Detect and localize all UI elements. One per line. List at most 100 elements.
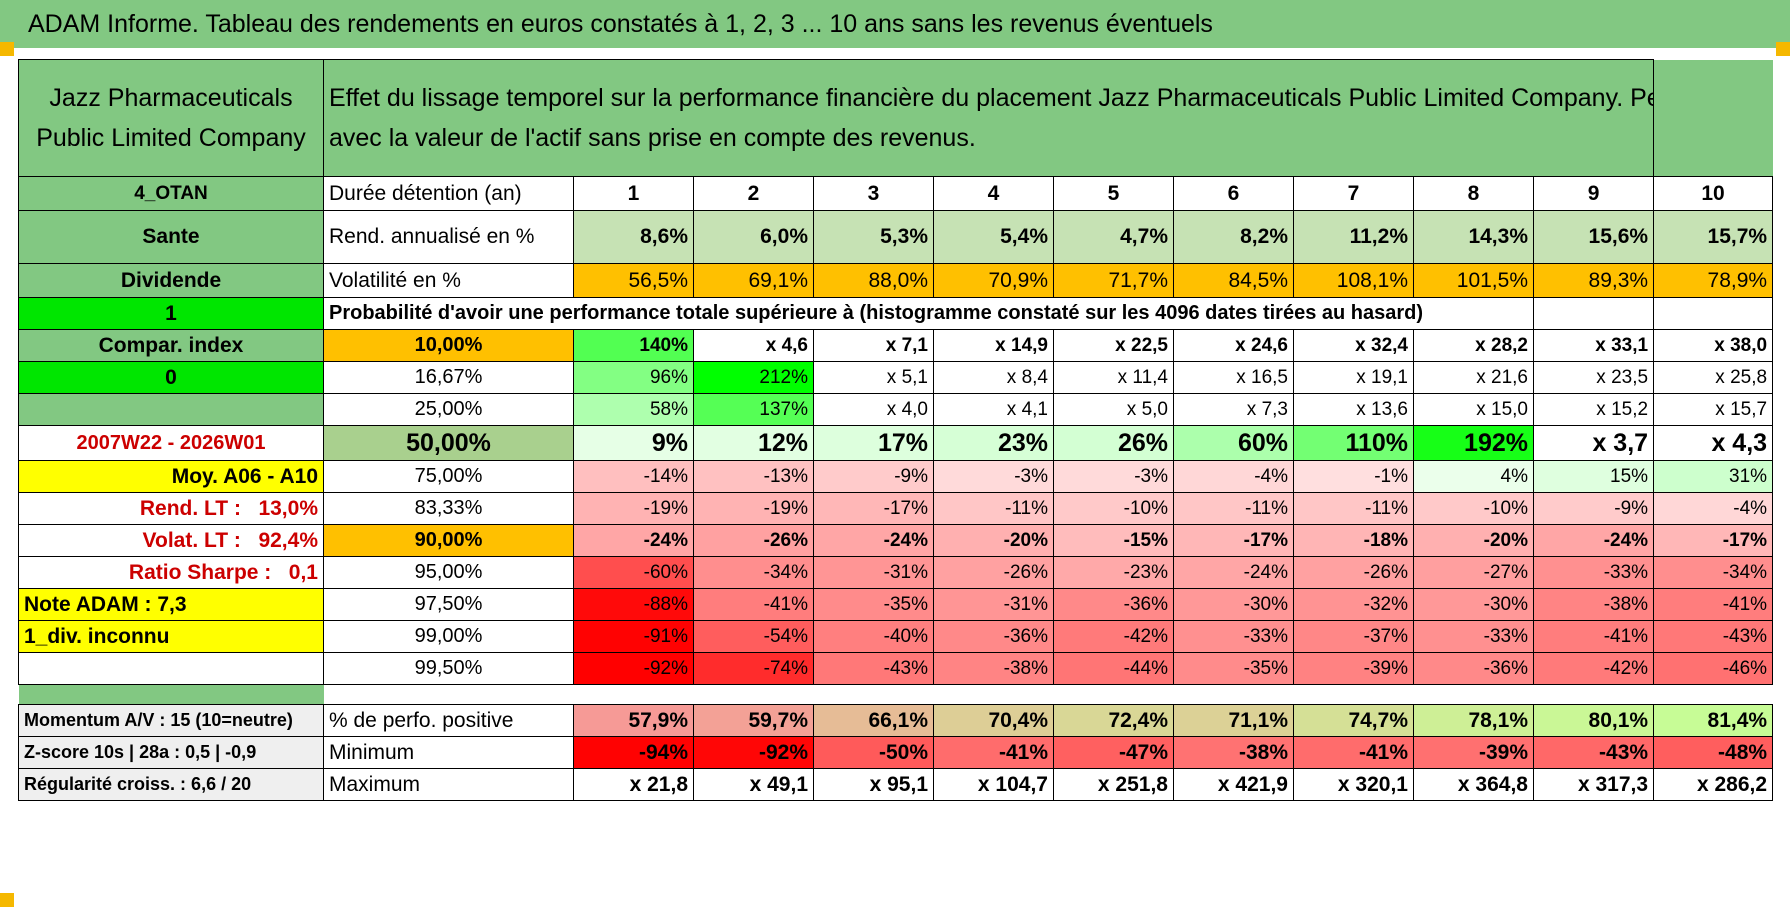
probability-value: x 21,6 bbox=[1413, 361, 1534, 394]
probability-value: -33% bbox=[1532, 556, 1655, 589]
probability-caption-row: 1 Probabilité d'avoir une performance tot… bbox=[18, 297, 1774, 330]
probability-value: -19% bbox=[573, 492, 694, 525]
maximum-value: x 286,2 bbox=[1653, 768, 1774, 801]
probability-value: 15% bbox=[1532, 460, 1655, 493]
caption-blank-2 bbox=[1653, 297, 1774, 330]
probability-value: x 3,7 bbox=[1532, 425, 1655, 461]
flag-zero-cell: 0 bbox=[18, 361, 324, 394]
page-title: ADAM Informe. Tableau des rendements en … bbox=[28, 10, 1213, 38]
volatility-value: 69,1% bbox=[693, 263, 814, 298]
volatility-value: 78,9% bbox=[1653, 263, 1774, 298]
probability-value: x 8,4 bbox=[933, 361, 1054, 394]
probability-value: -24% bbox=[813, 524, 934, 557]
probability-row: Volat. LT : 92,4% 90,00% -24% -26% -24% -20% -… bbox=[18, 524, 1774, 557]
probability-value: -9% bbox=[1532, 492, 1655, 525]
minimum-row: Z-score 10s | 28a : 0,5 | -0,9 Minimum -94… bbox=[18, 736, 1774, 769]
probability-value: -4% bbox=[1173, 460, 1294, 493]
regularity-cell: Régularité croiss. : 6,6 / 20 bbox=[18, 768, 324, 801]
probability-value: -43% bbox=[1653, 620, 1774, 653]
probability-value: -1% bbox=[1293, 460, 1414, 493]
probability-value: x 4,3 bbox=[1653, 425, 1774, 461]
probability-value: -88% bbox=[573, 588, 694, 621]
probability-value: -9% bbox=[813, 460, 934, 493]
positive-label: % de perfo. positive bbox=[323, 704, 574, 737]
probability-value: 4% bbox=[1413, 460, 1534, 493]
probability-row: Ratio Sharpe : 0,1 95,00% -60% -34% -31% -26%… bbox=[18, 556, 1774, 589]
rend-lt-label: Rend. LT : bbox=[139, 496, 241, 520]
probability-value: 212% bbox=[693, 361, 814, 394]
minimum-value: -43% bbox=[1532, 736, 1655, 769]
probability-value: 140% bbox=[573, 329, 694, 362]
description-line1: Effet du lissage temporel sur la perform… bbox=[329, 84, 1654, 112]
annual-return-label: Rend. annualisé en % bbox=[323, 210, 574, 264]
probability-value: x 13,6 bbox=[1293, 393, 1414, 426]
probability-value: x 15,7 bbox=[1653, 393, 1774, 426]
probability-value: -15% bbox=[1053, 524, 1174, 557]
probability-value: 12% bbox=[693, 425, 814, 461]
volatility-row: Dividende Volatilité en % 56,5% 69,1% 88,0% 7… bbox=[18, 263, 1774, 298]
sector-cell: Sante bbox=[18, 210, 324, 264]
probability-value: x 5,0 bbox=[1053, 393, 1174, 426]
year-header: 4 bbox=[933, 176, 1054, 211]
probability-row: Rend. LT : 13,0% 83,33% -19% -19% -17% -11% -1… bbox=[18, 492, 1774, 525]
spacer-green bbox=[18, 684, 324, 705]
probability-value: 26% bbox=[1053, 425, 1174, 461]
probability-row: Note ADAM : 7,3 97,50% -88% -41% -35% -31% -36… bbox=[18, 588, 1774, 621]
annual-return-value: 15,7% bbox=[1653, 210, 1774, 264]
probability-value: -17% bbox=[1653, 524, 1774, 557]
probability-value: x 15,0 bbox=[1413, 393, 1534, 426]
volat-lt-cell: Volat. LT : 92,4% bbox=[18, 524, 324, 557]
probability-value: -18% bbox=[1293, 524, 1414, 557]
probability-threshold: 25,00% bbox=[323, 393, 574, 426]
year-header: 5 bbox=[1053, 176, 1174, 211]
volatility-value: 108,1% bbox=[1293, 263, 1414, 298]
company-name-cell: Jazz Pharmaceuticals Public Limited Comp… bbox=[18, 59, 324, 177]
sharpe-value: 0,1 bbox=[288, 560, 318, 584]
probability-value: -36% bbox=[1053, 588, 1174, 621]
probability-value: -17% bbox=[1173, 524, 1294, 557]
maximum-row: Régularité croiss. : 6,6 / 20 Maximum x 21… bbox=[18, 768, 1774, 801]
probability-threshold: 16,67% bbox=[323, 361, 574, 394]
annual-return-value: 8,6% bbox=[573, 210, 694, 264]
minimum-value: -47% bbox=[1053, 736, 1174, 769]
probability-value: -54% bbox=[693, 620, 814, 653]
probability-value: -30% bbox=[1413, 588, 1534, 621]
probability-value: -74% bbox=[693, 652, 814, 685]
probability-value: 17% bbox=[813, 425, 934, 461]
probability-value: -20% bbox=[933, 524, 1054, 557]
maximum-value: x 251,8 bbox=[1053, 768, 1174, 801]
positive-value: 78,1% bbox=[1413, 704, 1534, 737]
probability-value: -11% bbox=[933, 492, 1054, 525]
probability-value: -11% bbox=[1293, 492, 1414, 525]
minimum-value: -48% bbox=[1653, 736, 1774, 769]
description-cell: Effet du lissage temporel sur la perform… bbox=[322, 59, 1655, 177]
probability-value: -10% bbox=[1413, 492, 1534, 525]
probability-value: -37% bbox=[1293, 620, 1414, 653]
corner-marker-top-left bbox=[0, 42, 14, 56]
spacer-row bbox=[18, 684, 1773, 705]
probability-value: -36% bbox=[1413, 652, 1534, 685]
probability-value: -91% bbox=[573, 620, 694, 653]
probability-value: -32% bbox=[1293, 588, 1414, 621]
probability-threshold: 90,00% bbox=[323, 524, 574, 557]
probability-threshold: 10,00% bbox=[323, 329, 574, 362]
probability-caption: Probabilité d'avoir une performance tota… bbox=[323, 297, 1534, 330]
probability-threshold: 99,50% bbox=[323, 652, 574, 685]
year-header: 2 bbox=[693, 176, 814, 211]
company-name-line2: Public Limited Company bbox=[36, 124, 306, 152]
probability-value: -33% bbox=[1173, 620, 1294, 653]
corner-marker-top-right bbox=[1776, 42, 1790, 56]
note-cell: Note ADAM : 7,3 bbox=[18, 588, 324, 621]
probability-value: -19% bbox=[693, 492, 814, 525]
probability-value: -31% bbox=[933, 588, 1054, 621]
positive-value: 66,1% bbox=[813, 704, 934, 737]
probability-value: x 19,1 bbox=[1293, 361, 1414, 394]
probability-value: -40% bbox=[813, 620, 934, 653]
maximum-label: Maximum bbox=[323, 768, 574, 801]
probability-value: -38% bbox=[933, 652, 1054, 685]
probability-value: 31% bbox=[1653, 460, 1774, 493]
probability-value: -24% bbox=[1532, 524, 1655, 557]
positive-value: 71,1% bbox=[1173, 704, 1294, 737]
probability-value: -43% bbox=[813, 652, 934, 685]
positive-value: 81,4% bbox=[1653, 704, 1774, 737]
